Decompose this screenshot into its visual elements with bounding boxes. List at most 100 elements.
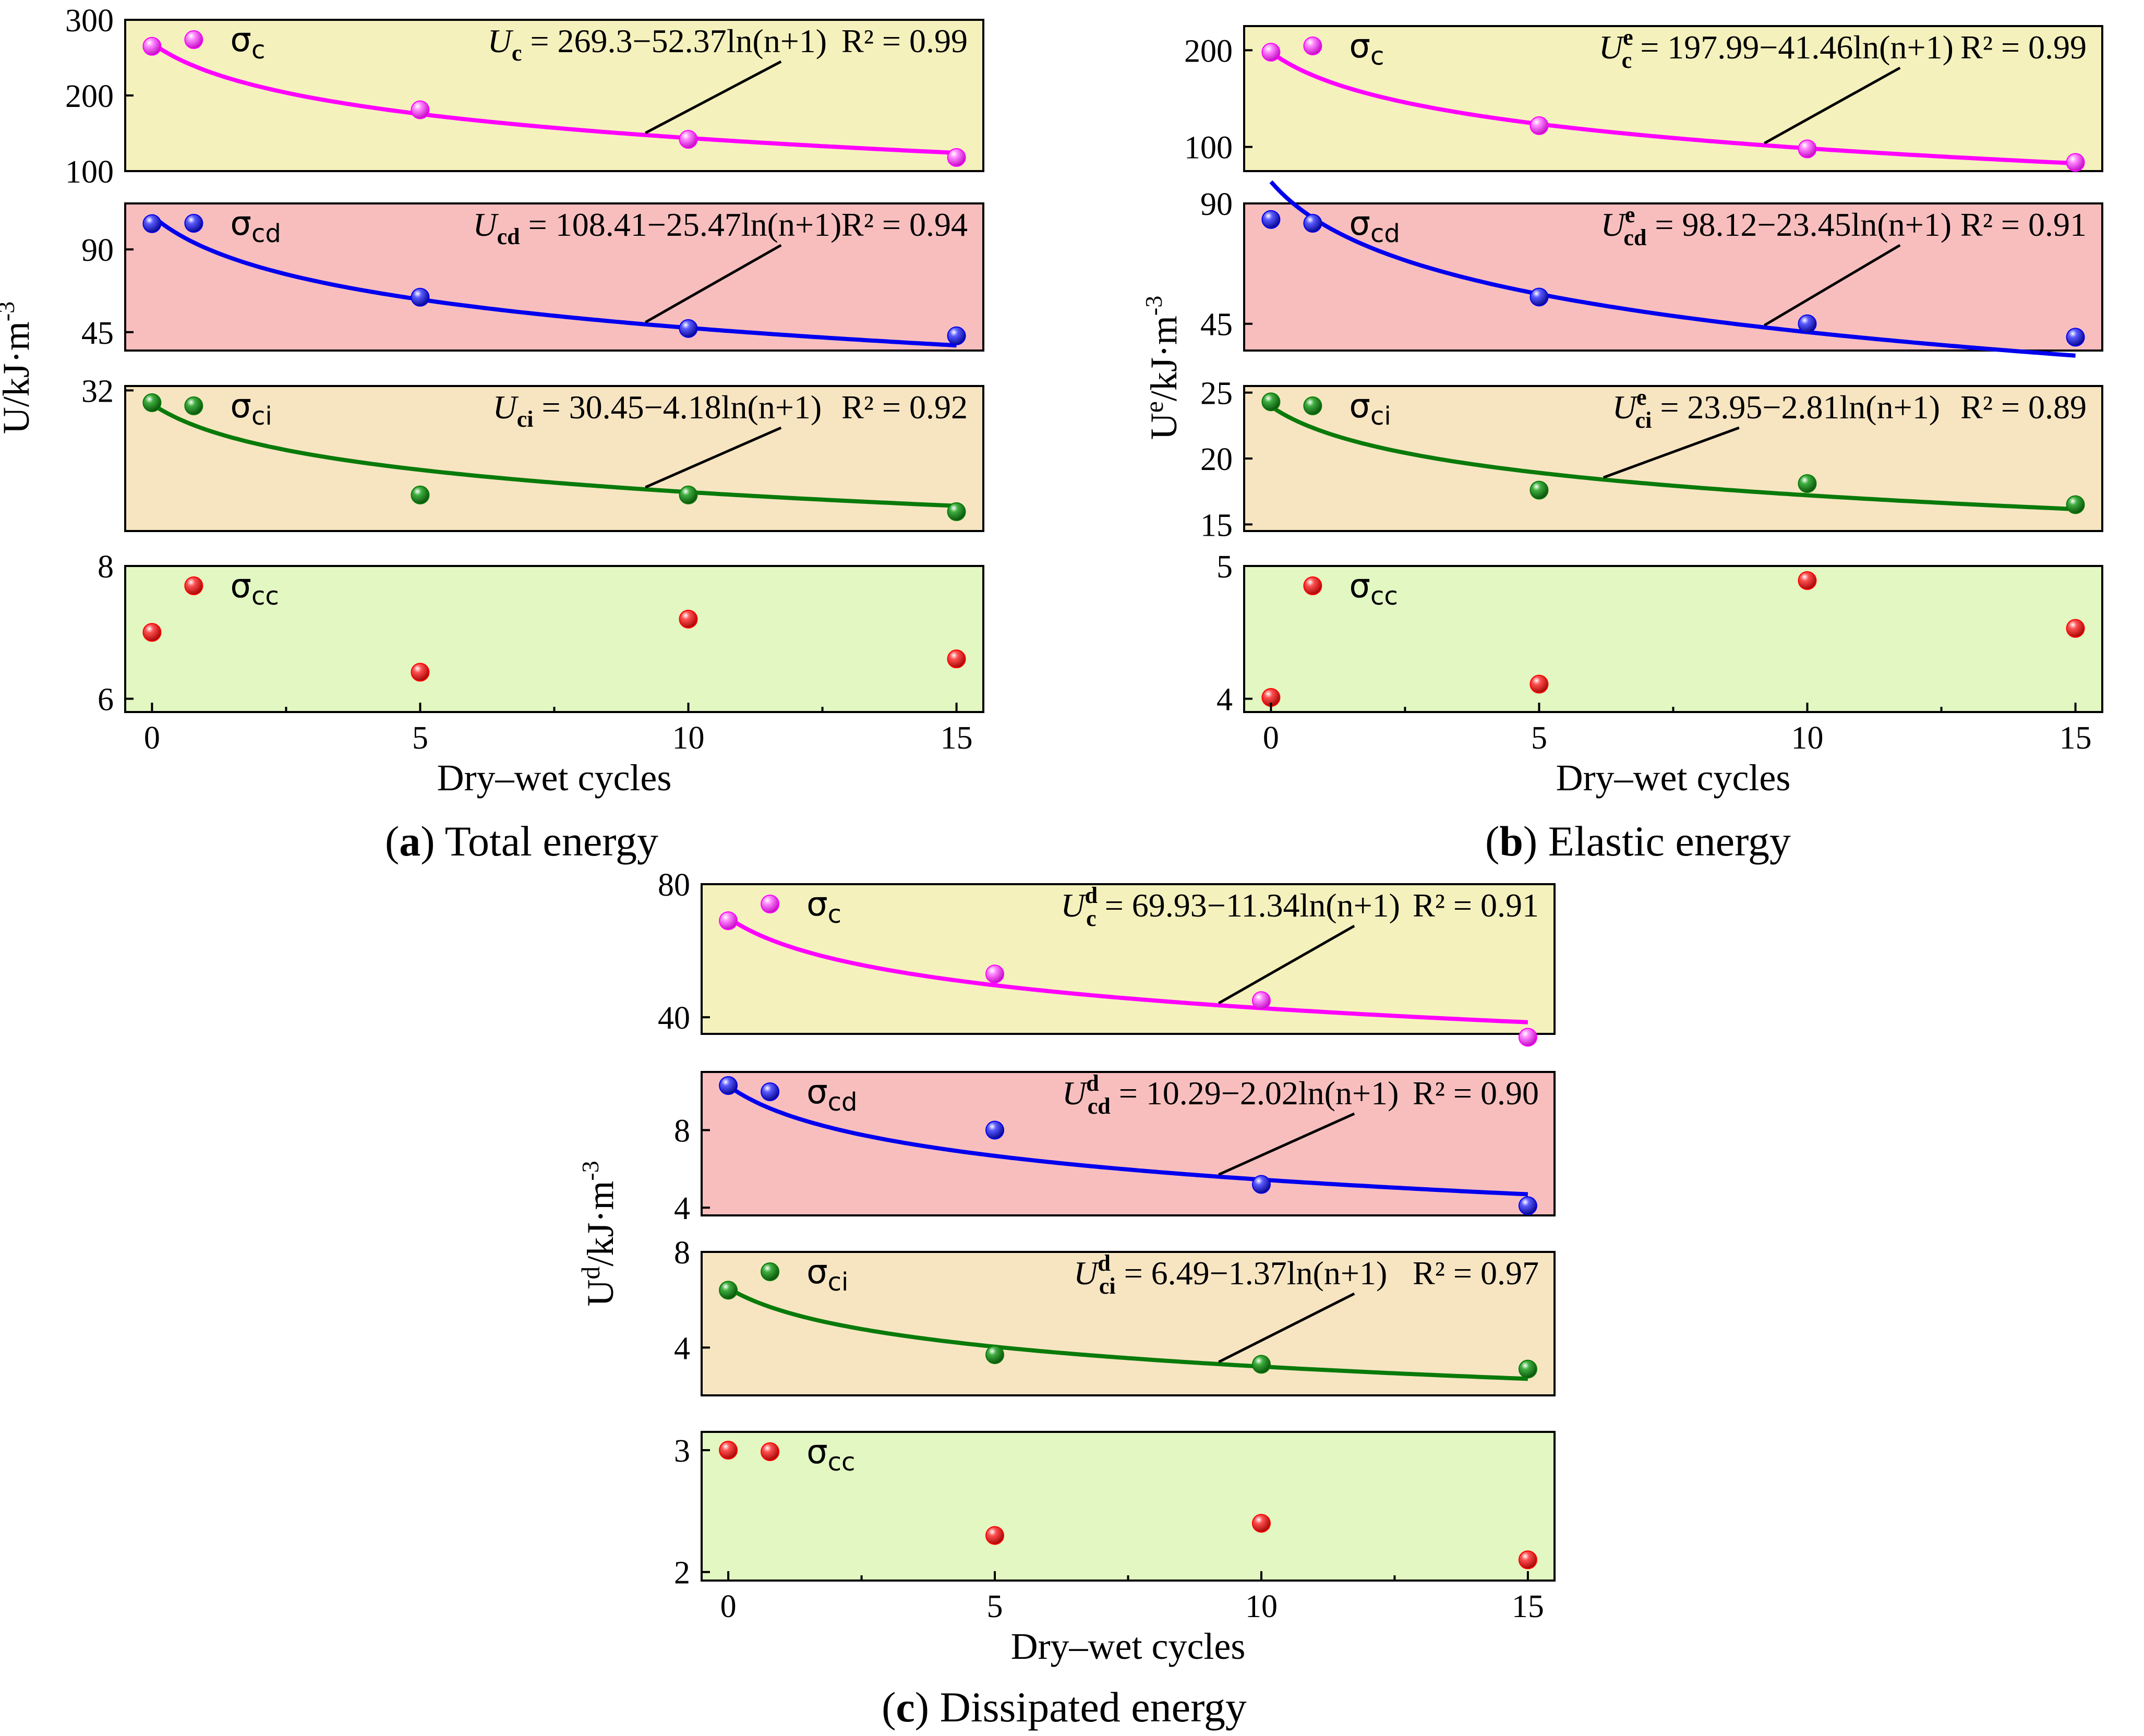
r-squared: R² = 0.99	[841, 22, 968, 59]
data-point	[142, 37, 162, 56]
fit-equation: Uc = 269.3−52.37ln(n+1)	[488, 22, 827, 66]
x-tick-label: 0	[720, 1589, 737, 1624]
y-tick-label: 2	[674, 1556, 690, 1591]
y-tick-label: 8	[674, 1113, 690, 1149]
legend-label: σc	[230, 21, 265, 65]
data-point	[1251, 991, 1271, 1010]
data-point	[1798, 139, 1817, 159]
data-point	[1261, 392, 1281, 412]
y-tick-label: 100	[65, 154, 114, 190]
leader-line	[645, 426, 782, 489]
panel-b-cd: 45 90 σcd Ue cd = 98.12−23.45ln(n+1) R² = 0.9…	[1200, 180, 2103, 358]
r-squared: R² = 0.90	[1413, 1075, 1539, 1112]
data-point	[142, 393, 162, 413]
data-point	[2066, 153, 2085, 172]
data-point	[411, 100, 430, 119]
data-point	[1518, 1359, 1537, 1379]
y-tick-label: 40	[658, 1000, 690, 1036]
x-tick-label: 15	[2059, 720, 2092, 756]
legend-marker	[1303, 576, 1322, 595]
x-tick-label: 0	[1263, 720, 1279, 756]
panel-c-cc: 2 3 σcc	[674, 1431, 1556, 1591]
fit-equation: Ue cd = 98.12−23.45ln(n+1)	[1601, 202, 1952, 250]
y-tick-label: 3	[674, 1433, 690, 1469]
r-squared: R² = 0.97	[1413, 1255, 1539, 1292]
leader-line	[1218, 1292, 1355, 1364]
fit-curve	[150, 214, 957, 348]
leader-line	[1218, 1112, 1355, 1176]
fit-curve	[151, 402, 957, 508]
data-point	[1251, 1175, 1271, 1194]
y-tick-label: 4	[674, 1331, 690, 1366]
leader-line	[1764, 66, 1901, 144]
panel-frame	[1243, 202, 2103, 352]
panel-a-cc: 6 8 σcc	[98, 549, 984, 718]
legend-marker	[184, 214, 203, 233]
panel-c-c: 40 80 σc Ud c = 69.93−11.34ln(n+1) R² = 0.91	[658, 867, 1556, 1047]
y-tick-label: 90	[1200, 187, 1233, 222]
x-tick-label: 10	[672, 720, 705, 756]
x-axis-c: 0 5 10 15 Dry–wet cycles	[720, 1571, 1544, 1667]
fit-curve	[151, 41, 957, 155]
data-point	[1529, 674, 1549, 694]
x-axis-title: Dry–wet cycles	[1556, 757, 1791, 799]
x-tick-label: 10	[1791, 720, 1824, 756]
data-point	[719, 1441, 738, 1460]
y-tick-label: 15	[1200, 508, 1233, 543]
panel-a-c: 100 200 300 σc Uc = 269.3−52.37ln(n+1) R² = 0…	[65, 3, 984, 190]
data-point	[2066, 328, 2085, 347]
r-squared: R² = 0.92	[841, 389, 968, 426]
legend-label: σci	[806, 1253, 848, 1297]
data-point	[411, 287, 430, 307]
panel-frame	[701, 1071, 1556, 1216]
data-point	[1529, 116, 1549, 135]
legend-marker	[184, 396, 203, 415]
caption-b: (b) Elastic energy	[1485, 817, 1791, 865]
legend-marker	[761, 1262, 780, 1281]
panel-b-c: 100 200 σc Ue c = 197.99−41.46ln(n+1) R² = 0.…	[1184, 25, 2103, 172]
legend-label: σc	[806, 885, 841, 929]
data-point	[142, 623, 162, 642]
fit-equation: Uci = 30.45−4.18ln(n+1)	[493, 389, 822, 432]
data-point	[1798, 474, 1817, 493]
legend-label: σcc	[806, 1433, 855, 1477]
panel-a-ci: 32 σci Uci = 30.45−4.18ln(n+1) R² = 0.92	[81, 373, 984, 532]
y-tick-label: 200	[1184, 33, 1233, 69]
caption-c-letter: c	[896, 1683, 914, 1731]
x-tick-label: 15	[941, 720, 973, 756]
data-point	[719, 911, 738, 931]
legend-marker	[761, 895, 780, 913]
legend-label: σcd	[1349, 204, 1400, 248]
data-point	[947, 649, 966, 669]
legend-marker	[184, 30, 203, 49]
panel-b-ci: 15 20 25 σci Ue ci = 23.95−2.81ln(n+1) R² = 0.…	[1200, 376, 2103, 543]
y-tick-label: 4	[1216, 682, 1233, 718]
data-point	[985, 1345, 1005, 1365]
r-squared: R² = 0.91	[1960, 206, 2087, 243]
y-tick-label: 200	[65, 79, 114, 114]
legend-marker	[184, 576, 203, 595]
y-tick-label: 45	[81, 316, 114, 351]
y-tick-label: 90	[81, 233, 114, 268]
y-tick-label: 80	[658, 867, 690, 903]
data-point	[2066, 619, 2085, 638]
data-point	[947, 502, 966, 521]
caption-c: (c) Dissipated energy	[882, 1683, 1247, 1731]
legend-marker	[761, 1082, 780, 1101]
y-tick-label: 8	[674, 1235, 690, 1271]
data-point	[719, 1281, 738, 1300]
data-point	[411, 485, 430, 504]
panel-b-cc: 4 5 σcc	[1216, 549, 2103, 718]
y-tick-label: 100	[1184, 130, 1233, 166]
legend-label: σcc	[1349, 567, 1398, 611]
legend-label: σci	[230, 387, 272, 431]
r-squared: R² = 0.99	[1960, 29, 2087, 66]
data-point	[1529, 480, 1549, 500]
x-axis-b: 0 5 10 15 Dry–wet cycles	[1263, 703, 2092, 799]
legend-label: σcd	[230, 204, 281, 248]
fit-curve	[727, 1084, 1528, 1197]
caption-b-text: Elastic energy	[1548, 817, 1791, 865]
